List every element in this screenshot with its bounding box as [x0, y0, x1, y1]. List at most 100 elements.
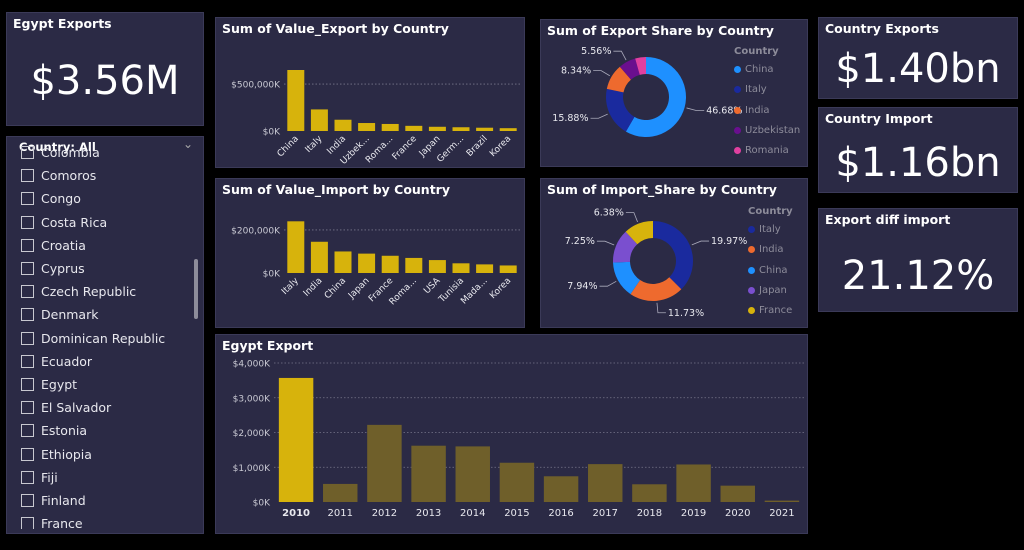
pie-slice[interactable]	[625, 221, 653, 245]
checkbox[interactable]	[21, 262, 34, 276]
bar[interactable]	[381, 123, 399, 131]
checkbox[interactable]	[21, 146, 34, 160]
slicer-item[interactable]: Finland	[21, 489, 185, 512]
bar[interactable]	[764, 500, 800, 502]
bar[interactable]	[476, 264, 494, 273]
checkbox[interactable]	[21, 447, 34, 461]
checkbox[interactable]	[21, 192, 34, 206]
legend-item[interactable]: Italy	[748, 224, 781, 235]
checkbox[interactable]	[21, 517, 34, 529]
bar[interactable]	[381, 255, 399, 273]
pie-slice[interactable]	[613, 261, 641, 295]
bar[interactable]	[405, 257, 423, 273]
bar[interactable]	[411, 445, 446, 502]
checkbox[interactable]	[21, 238, 34, 252]
pie-slice[interactable]	[630, 277, 682, 301]
legend-item[interactable]: Italy	[734, 84, 767, 95]
pie-slice[interactable]	[625, 57, 686, 137]
bar[interactable]	[588, 464, 623, 502]
checkbox[interactable]	[21, 493, 34, 507]
pie-slice[interactable]	[606, 66, 631, 93]
bar[interactable]	[499, 265, 517, 273]
legend-item[interactable]: India	[748, 244, 784, 255]
bar[interactable]	[358, 253, 376, 273]
checkbox[interactable]	[21, 424, 34, 438]
slicer-item[interactable]: Croatia	[21, 234, 185, 257]
egypt-exports-value: $3.56M	[30, 58, 180, 104]
checkbox[interactable]	[21, 215, 34, 229]
bar[interactable]	[499, 128, 517, 131]
legend-item[interactable]: Uzbekistan	[734, 125, 800, 136]
bar[interactable]	[452, 127, 470, 131]
legend-item[interactable]: Japan	[748, 285, 787, 296]
pie-slice[interactable]	[635, 57, 646, 75]
slicer-item[interactable]: France	[21, 512, 185, 529]
slicer-item[interactable]: Congo	[21, 187, 185, 210]
legend-item[interactable]: France	[748, 305, 792, 316]
legend-label: China	[759, 264, 788, 276]
slicer-item[interactable]: Denmark	[21, 303, 185, 326]
bar[interactable]	[310, 109, 328, 131]
bar[interactable]	[455, 446, 490, 502]
bar[interactable]	[676, 464, 711, 502]
slicer-item[interactable]: Fiji	[21, 466, 185, 489]
bar[interactable]	[405, 125, 423, 131]
bar[interactable]	[323, 483, 358, 502]
bar[interactable]	[428, 260, 446, 273]
slicer-list: Colombia Comoros Congo Costa Rica Croatia Cyp…	[21, 141, 185, 529]
slicer-item[interactable]: Ecuador	[21, 350, 185, 373]
slicer-item[interactable]: Cyprus	[21, 257, 185, 280]
checkbox[interactable]	[21, 331, 34, 345]
legend-item[interactable]: China	[748, 265, 788, 276]
legend-item[interactable]: Romania	[734, 145, 789, 156]
bar[interactable]	[287, 70, 305, 131]
slicer-item[interactable]: Estonia	[21, 419, 185, 442]
legend-item[interactable]: India	[734, 105, 770, 116]
y-tick-label: $3,000K	[233, 394, 271, 404]
pie-slice[interactable]	[613, 231, 638, 263]
checkbox[interactable]	[21, 377, 34, 391]
checkbox[interactable]	[21, 169, 34, 183]
checkbox[interactable]	[21, 470, 34, 484]
bar[interactable]	[476, 127, 494, 131]
slicer-item[interactable]: El Salvador	[21, 396, 185, 419]
bar[interactable]	[632, 484, 667, 502]
pie-slice[interactable]	[653, 221, 693, 290]
chart-title: Sum of Value_Export by Country	[222, 21, 449, 36]
bar[interactable]	[334, 119, 352, 131]
x-tick-label: 2010	[282, 508, 310, 519]
slicer-item[interactable]: Colombia	[21, 141, 185, 164]
bar[interactable]	[720, 485, 755, 502]
checkbox[interactable]	[21, 401, 34, 415]
bar[interactable]	[499, 462, 535, 502]
slicer-item[interactable]: Costa Rica	[21, 211, 185, 234]
legend-item[interactable]: China	[734, 64, 774, 75]
checkbox[interactable]	[21, 308, 34, 322]
bar[interactable]	[334, 251, 352, 273]
bar[interactable]	[428, 126, 446, 131]
slicer-item[interactable]: Ethiopia	[21, 442, 185, 465]
bar[interactable]	[287, 221, 305, 273]
legend-swatch	[748, 226, 755, 233]
pie-slice[interactable]	[606, 88, 635, 132]
slicer-header[interactable]: Country: All	[19, 140, 96, 154]
pie-slice[interactable]	[619, 58, 640, 80]
country-slicer[interactable]: Country: All ⌄ Colombia Comoros Congo Costa…	[6, 136, 204, 534]
checkbox[interactable]	[21, 285, 34, 299]
x-tick-label: 2012	[372, 508, 397, 519]
bar[interactable]	[278, 377, 314, 502]
bar[interactable]	[543, 476, 579, 502]
bar[interactable]	[358, 123, 376, 131]
checkbox[interactable]	[21, 354, 34, 368]
chevron-down-icon[interactable]: ⌄	[182, 137, 193, 151]
leader-line	[656, 302, 666, 314]
bar[interactable]	[452, 263, 470, 273]
slicer-item[interactable]: Czech Republic	[21, 280, 185, 303]
bar[interactable]	[310, 241, 328, 273]
legend-swatch	[734, 126, 741, 134]
slicer-item[interactable]: Egypt	[21, 373, 185, 396]
bar[interactable]	[367, 424, 402, 502]
slicer-item[interactable]: Comoros	[21, 164, 185, 187]
slicer-scrollbar[interactable]	[194, 259, 198, 319]
slicer-item[interactable]: Dominican Republic	[21, 327, 185, 350]
